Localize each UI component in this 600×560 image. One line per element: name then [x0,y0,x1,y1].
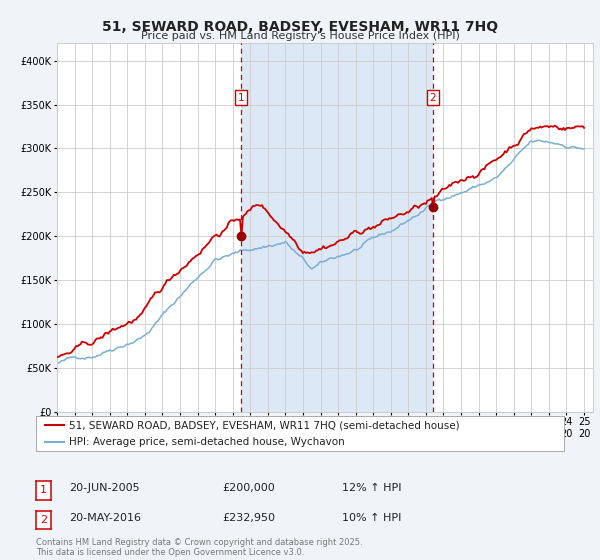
Text: £232,950: £232,950 [222,513,275,523]
Text: 51, SEWARD ROAD, BADSEY, EVESHAM, WR11 7HQ (semi-detached house): 51, SEWARD ROAD, BADSEY, EVESHAM, WR11 7… [69,421,460,431]
Text: 2: 2 [40,515,47,525]
Text: 2: 2 [429,92,436,102]
Text: 10% ↑ HPI: 10% ↑ HPI [342,513,401,523]
Text: 51, SEWARD ROAD, BADSEY, EVESHAM, WR11 7HQ: 51, SEWARD ROAD, BADSEY, EVESHAM, WR11 7… [102,20,498,34]
Text: £200,000: £200,000 [222,483,275,493]
Text: Contains HM Land Registry data © Crown copyright and database right 2025.
This d: Contains HM Land Registry data © Crown c… [36,538,362,557]
Text: 20-MAY-2016: 20-MAY-2016 [69,513,141,523]
Text: Price paid vs. HM Land Registry's House Price Index (HPI): Price paid vs. HM Land Registry's House … [140,31,460,41]
Bar [241,43,433,412]
Text: HPI: Average price, semi-detached house, Wychavon: HPI: Average price, semi-detached house,… [69,437,345,447]
Text: 12% ↑ HPI: 12% ↑ HPI [342,483,401,493]
Text: 1: 1 [40,486,47,495]
Text: 1: 1 [238,92,244,102]
Text: 20-JUN-2005: 20-JUN-2005 [69,483,140,493]
